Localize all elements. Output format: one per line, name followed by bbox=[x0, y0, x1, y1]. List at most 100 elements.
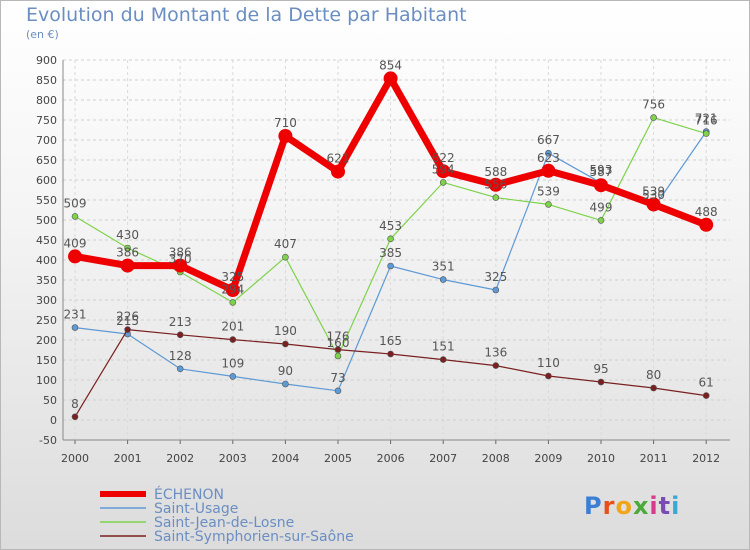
y-tick-label: 650 bbox=[36, 154, 57, 167]
chart-title: Evolution du Montant de la Dette par Hab… bbox=[26, 4, 467, 26]
data-point bbox=[282, 380, 289, 388]
x-tick-label: 2012 bbox=[692, 452, 720, 465]
data-point bbox=[436, 164, 451, 179]
data-label: 588 bbox=[484, 165, 507, 179]
x-tick-label: 2007 bbox=[429, 452, 457, 465]
data-point bbox=[545, 149, 552, 157]
data-point bbox=[176, 331, 184, 339]
data-label: 73 bbox=[330, 371, 345, 385]
y-tick-label: -50 bbox=[39, 434, 57, 447]
data-label: 8 bbox=[71, 397, 79, 411]
data-label: 61 bbox=[699, 376, 714, 390]
data-point bbox=[650, 384, 657, 392]
data-point bbox=[334, 352, 342, 360]
data-point bbox=[71, 213, 79, 220]
data-label: 110 bbox=[537, 356, 560, 370]
data-label: 176 bbox=[327, 330, 350, 344]
y-tick-label: 250 bbox=[36, 314, 57, 327]
data-point bbox=[120, 258, 135, 273]
data-label: 80 bbox=[646, 368, 661, 382]
data-label: 593 bbox=[590, 163, 613, 177]
y-tick-label: 400 bbox=[36, 254, 57, 267]
data-label: 594 bbox=[432, 162, 455, 176]
data-point bbox=[492, 362, 500, 369]
logo-letter: P bbox=[584, 492, 603, 520]
data-point bbox=[278, 129, 293, 143]
data-point bbox=[124, 326, 131, 333]
legend-label: Saint-Symphorien-sur-Saône bbox=[154, 529, 354, 545]
data-label: 90 bbox=[278, 364, 293, 378]
data-point bbox=[597, 378, 605, 386]
y-tick-label: 150 bbox=[36, 354, 57, 367]
logo-letter: i bbox=[671, 492, 681, 520]
data-point bbox=[545, 201, 552, 208]
y-tick-label: 800 bbox=[36, 94, 57, 107]
data-label: 716 bbox=[695, 114, 718, 128]
data-point bbox=[71, 413, 79, 421]
x-tick-label: 2001 bbox=[114, 452, 142, 465]
x-tick-label: 2011 bbox=[640, 452, 668, 465]
data-label: 854 bbox=[379, 58, 402, 72]
data-label: 488 bbox=[695, 205, 718, 219]
data-label: 201 bbox=[221, 320, 244, 334]
data-label: 756 bbox=[642, 98, 665, 112]
data-point bbox=[439, 179, 447, 186]
data-label: 386 bbox=[116, 246, 139, 260]
data-label: 128 bbox=[169, 349, 192, 363]
data-point bbox=[387, 235, 394, 243]
data-point bbox=[488, 177, 503, 192]
data-point bbox=[439, 356, 447, 363]
data-label: 165 bbox=[379, 334, 402, 348]
data-point bbox=[439, 276, 447, 283]
logo-letter: x bbox=[632, 492, 650, 520]
chart-subtitle: (en €) bbox=[26, 28, 59, 41]
data-label: 539 bbox=[642, 184, 665, 198]
y-tick-label: 0 bbox=[50, 414, 57, 427]
logo-letter: t bbox=[658, 492, 672, 520]
logo-letter: i bbox=[649, 492, 659, 520]
x-tick-label: 2003 bbox=[219, 452, 247, 465]
data-label: 622 bbox=[432, 151, 455, 165]
data-point bbox=[383, 71, 398, 86]
y-tick-label: 50 bbox=[43, 394, 57, 407]
legend-label: ÉCHENON bbox=[154, 486, 224, 503]
x-tick-label: 2000 bbox=[61, 452, 89, 465]
data-label: 160 bbox=[327, 336, 350, 350]
data-label: 587 bbox=[590, 165, 613, 179]
data-point bbox=[702, 392, 710, 399]
data-label: 621 bbox=[327, 152, 350, 166]
data-point bbox=[334, 387, 342, 395]
data-label: 430 bbox=[116, 228, 139, 242]
proxiti-logo: Proxiti bbox=[584, 492, 680, 520]
data-point bbox=[702, 130, 710, 137]
data-label: 325 bbox=[221, 270, 244, 284]
data-point bbox=[699, 217, 714, 232]
y-tick-label: 300 bbox=[36, 294, 57, 307]
y-tick-label: 900 bbox=[36, 54, 57, 67]
data-label: 151 bbox=[432, 340, 455, 354]
data-point bbox=[597, 217, 605, 224]
data-point bbox=[650, 114, 657, 121]
y-tick-label: 450 bbox=[36, 234, 57, 247]
logo-letter: r bbox=[602, 492, 616, 520]
data-label: 351 bbox=[432, 260, 455, 274]
data-label: 407 bbox=[274, 237, 297, 251]
x-tick-label: 2002 bbox=[166, 452, 194, 465]
y-tick-label: 850 bbox=[36, 74, 57, 87]
x-tick-label: 2005 bbox=[324, 452, 352, 465]
y-tick-label: 200 bbox=[36, 334, 57, 347]
y-tick-label: 350 bbox=[36, 274, 57, 287]
data-label: 385 bbox=[379, 246, 402, 260]
data-point bbox=[229, 373, 237, 380]
data-label: 136 bbox=[484, 346, 507, 360]
y-tick-label: 600 bbox=[36, 174, 57, 187]
data-label: 539 bbox=[537, 184, 560, 198]
data-label: 370 bbox=[169, 252, 192, 266]
y-tick-label: 750 bbox=[36, 114, 57, 127]
data-point bbox=[173, 258, 188, 273]
data-point bbox=[331, 164, 345, 179]
data-label: 226 bbox=[116, 310, 139, 324]
data-label: 95 bbox=[593, 362, 608, 376]
x-tick-label: 2006 bbox=[377, 452, 405, 465]
